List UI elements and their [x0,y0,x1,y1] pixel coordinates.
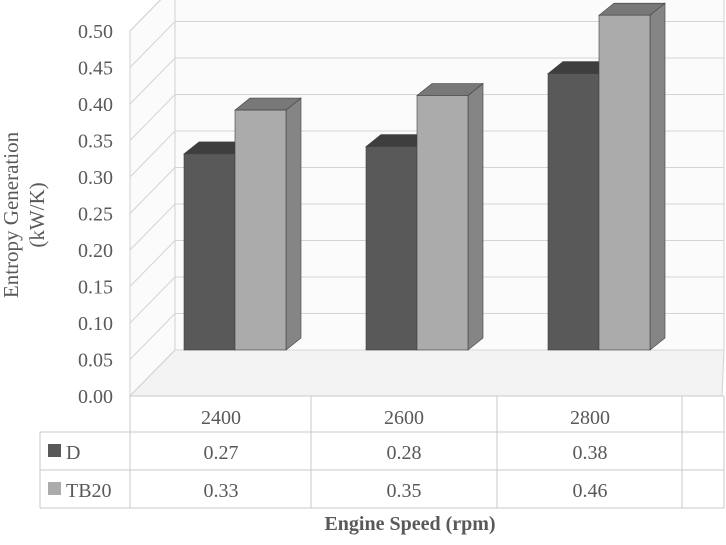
y-axis-label-line1: Entropy Generation [0,131,23,298]
gridline-side [129,57,176,105]
y-tick-label: 0.30 [78,167,113,189]
y-tick-label: 0.20 [78,240,113,262]
category-label: 2400 [201,407,241,429]
x-axis-label: Engine Speed (rpm) [324,513,495,535]
gridline-side [129,276,176,324]
y-axis-label-line2: (kW/K) [25,182,49,247]
table-cell: 0.28 [387,442,422,464]
y-tick-label: 0.25 [78,204,113,226]
table-cell: 0.35 [387,480,422,502]
gridline-side [129,167,176,214]
bar-tb20-2600 [416,82,484,351]
y-tick-label: 0.40 [78,94,113,116]
gridline-side [129,313,176,360]
gridline-side [129,130,176,178]
category-label: 2600 [384,407,424,429]
data-table: 2400 2600 2800 D 0.27 0.28 0.38 TB20 0.33 0.35 0.4… [39,395,725,509]
gridline-side [129,240,176,287]
legend-label: D [66,442,80,464]
table-cell: 0.33 [204,480,239,502]
bars [183,2,666,351]
floor [128,349,725,397]
legend-key-d [48,444,61,457]
y-tick-labels: 0.00 0.05 0.10 0.15 0.20 0.25 0.30 0.35 0.40 0.45… [78,21,113,408]
legend-key-tb20 [48,482,61,495]
category-label: 2800 [570,407,610,429]
y-tick-label: 0.00 [78,386,113,408]
y-tick-label: 0.45 [78,58,113,80]
gridline-side [129,203,176,251]
table-cell: 0.46 [573,480,608,502]
bar-tb20-2400 [234,97,302,351]
y-tick-label: 0.10 [78,313,113,335]
gridline-side [129,0,162,32]
gridline-side [129,349,176,397]
y-tick-label: 0.35 [78,131,113,153]
table-cell: 0.27 [204,442,239,464]
y-tick-label: 0.50 [78,21,113,43]
y-tick-label: 0.15 [78,277,113,299]
table-cell: 0.38 [573,442,608,464]
y-tick-label: 0.05 [78,350,113,372]
bar-tb20-2800 [598,2,666,351]
legend-label: TB20 [66,480,112,502]
gridline-side [129,94,176,141]
gridline-side [129,21,176,68]
